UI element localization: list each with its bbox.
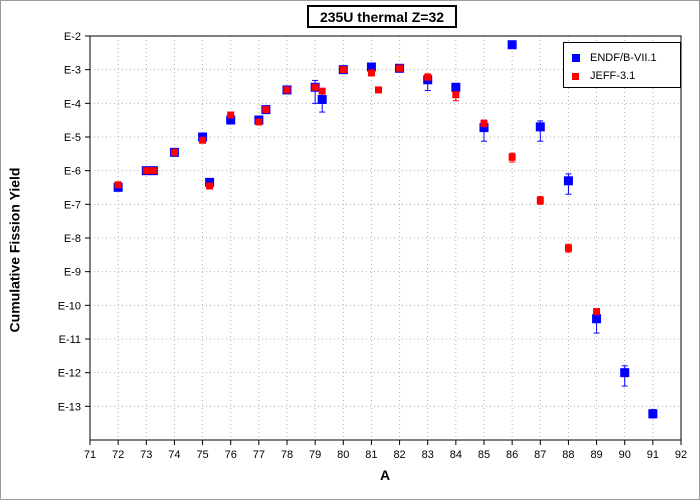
data-point-endf-22 — [620, 368, 630, 378]
data-point-jeff-6 — [227, 111, 235, 119]
x-tick-label-73: 73 — [140, 449, 152, 461]
data-point-endf-21 — [592, 314, 602, 324]
x-tick-labels: 71 72 73 74 75 76 77 78 79 80 81 82 83 84 85 86 87 88 89 90… — [84, 449, 687, 461]
y-tick-label-12: E-12 — [58, 368, 81, 380]
data-point-endf-11 — [317, 94, 327, 104]
data-point-endf-5 — [205, 177, 215, 187]
x-tick-label-77: 77 — [253, 449, 265, 461]
y-tick-label-3: E-3 — [64, 65, 81, 77]
legend: ENDF/B-VII.1 JEFF-3.1 — [563, 42, 681, 88]
y-axis-label-wrap: Cumulative Fission Yield — [4, 0, 24, 500]
axes — [85, 35, 682, 445]
y-tick-label-11: E-11 — [59, 334, 81, 346]
data-point-jeff-12 — [339, 66, 347, 74]
x-tick-label-87: 87 — [534, 449, 546, 461]
data-point-jeff-13 — [367, 69, 375, 77]
legend-entry-jeff: JEFF-3.1 — [572, 70, 635, 82]
x-tick-label-88: 88 — [562, 449, 574, 461]
x-tick-label-90: 90 — [619, 449, 631, 461]
data-markers — [113, 40, 658, 419]
plot-border — [89, 35, 682, 441]
x-tick-label-84: 84 — [450, 449, 462, 461]
x-tick-label-74: 74 — [168, 449, 180, 461]
y-tick-label-9: E-9 — [64, 267, 81, 279]
x-tick-label-92: 92 — [675, 449, 687, 461]
y-tick-labels: E-2 E-3 E-4 E-5 E-6 E-7 E-8 E-9 E-10 E-11 E-12 E-13 — [58, 31, 81, 413]
y-tick-label-13: E-13 — [58, 401, 81, 413]
data-point-jeff-22 — [593, 308, 601, 316]
x-tick-label-71: 71 — [84, 449, 96, 461]
x-axis-label: A — [379, 467, 391, 483]
legend-swatch-jeff — [572, 72, 579, 80]
data-point-jeff-1 — [142, 167, 150, 175]
data-point-endf-20 — [563, 176, 573, 186]
x-tick-label-76: 76 — [225, 449, 237, 461]
legend-entry-endf: ENDF/B-VII.1 — [572, 52, 657, 64]
data-point-jeff-3 — [170, 148, 178, 156]
data-point-jeff-7 — [255, 118, 263, 126]
y-tick-label-6: E-6 — [64, 166, 81, 178]
x-tick-label-83: 83 — [422, 449, 434, 461]
data-point-jeff-8 — [262, 106, 270, 114]
data-point-endf-6 — [226, 115, 236, 125]
data-point-jeff-15 — [396, 64, 404, 72]
x-tick-label-72: 72 — [112, 449, 124, 461]
legend-label-endf: ENDF/B-VII.1 — [590, 52, 657, 64]
legend-label-jeff: JEFF-3.1 — [590, 70, 636, 82]
x-tick-label-80: 80 — [337, 449, 349, 461]
y-tick-label-8: E-8 — [64, 233, 81, 245]
x-tick-label-81: 81 — [365, 449, 377, 461]
y-tick-label-2: E-2 — [64, 31, 81, 43]
x-tick-label-86: 86 — [506, 449, 518, 461]
x-tick-label-91: 91 — [647, 449, 659, 461]
data-point-jeff-11 — [318, 87, 326, 95]
data-point-endf-13 — [366, 62, 376, 72]
x-tick-label-79: 79 — [309, 449, 321, 461]
data-point-jeff-10 — [311, 83, 319, 91]
data-point-jeff-5 — [206, 182, 214, 190]
x-tick-label-78: 78 — [281, 449, 293, 461]
y-tick-label-10: E-10 — [58, 300, 81, 312]
data-point-endf-23 — [648, 409, 658, 419]
x-tick-label-89: 89 — [590, 449, 602, 461]
data-point-jeff-0 — [114, 181, 122, 189]
data-point-endf-17 — [479, 123, 489, 133]
data-point-jeff-16 — [424, 73, 432, 81]
x-tick-label-75: 75 — [196, 449, 208, 461]
data-point-jeff-20 — [536, 196, 544, 204]
y-tick-label-7: E-7 — [64, 199, 81, 211]
chart-title-text: 235U thermal Z=32 — [319, 8, 445, 25]
data-point-endf-19 — [535, 122, 545, 132]
y-tick-label-5: E-5 — [64, 132, 81, 144]
x-tick-label-82: 82 — [393, 449, 405, 461]
data-point-jeff-17 — [452, 91, 460, 99]
data-point-jeff-14 — [374, 86, 382, 94]
chart-title: 235U thermal Z=32 — [307, 5, 457, 28]
legend-swatch-endf — [572, 54, 580, 62]
y-tick-label-4: E-4 — [64, 98, 81, 110]
data-point-jeff-21 — [564, 244, 572, 252]
data-point-jeff-9 — [283, 86, 291, 94]
y-axis-label: Cumulative Fission Yield — [6, 167, 22, 333]
data-point-endf-18 — [507, 40, 517, 50]
data-point-jeff-4 — [199, 136, 207, 144]
data-point-jeff-19 — [508, 153, 516, 161]
data-point-jeff-2 — [149, 167, 157, 175]
data-point-jeff-18 — [480, 120, 488, 128]
error-bars — [115, 73, 656, 419]
x-tick-label-85: 85 — [478, 449, 490, 461]
data-point-endf-16 — [451, 82, 461, 92]
grid-lines — [90, 36, 681, 440]
